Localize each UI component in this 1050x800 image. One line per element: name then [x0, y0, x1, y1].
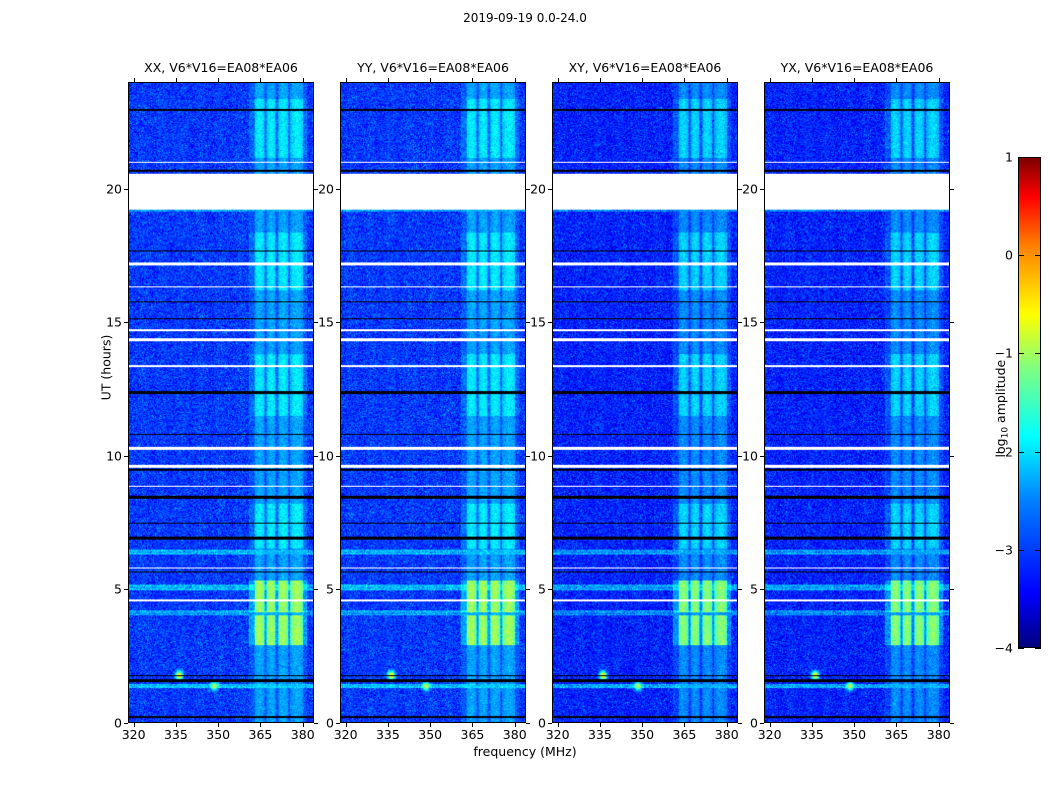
- ytick-label: 15: [106, 314, 122, 330]
- y-axis-label: UT (hours): [98, 334, 114, 401]
- ytick-label: 10: [106, 448, 122, 464]
- x-axis-label: frequency (MHz): [473, 744, 577, 759]
- xtick-labels-yy: 320 335 350 365 380: [334, 727, 527, 745]
- ytick-label: 10: [742, 448, 758, 464]
- xtick-label: 350: [418, 727, 443, 742]
- xtick-label: 380: [714, 727, 739, 742]
- ytick-label: 15: [742, 314, 758, 330]
- colorbar-tick-labels: −4 −3 −2 −1 0 1: [985, 150, 1013, 656]
- ytick-label: 10: [318, 448, 334, 464]
- colorbar-label: log10 amplitude: [993, 360, 1010, 458]
- xtick-label: 365: [672, 727, 697, 742]
- xtick-label: 320: [757, 727, 782, 742]
- colorbar[interactable]: [1018, 157, 1041, 648]
- panel-title-xx: XX, V6*V16=EA08*EA06: [144, 60, 298, 75]
- xtick-label: 335: [799, 727, 824, 742]
- ytick-label: 0: [114, 715, 122, 731]
- colorbar-tick-label: 0: [1005, 247, 1013, 263]
- xtick-label: 350: [630, 727, 655, 742]
- xtick-label: 365: [248, 727, 273, 742]
- xtick-labels-yx: 320 335 350 365 380: [758, 727, 951, 745]
- waterfall-image-yx: [765, 83, 949, 722]
- colorbar-tick-label: −2: [994, 444, 1013, 460]
- waterfall-panel-yy[interactable]: [340, 82, 526, 723]
- ytick-label: 5: [750, 581, 758, 597]
- colorbar-tick-label: −1: [994, 345, 1013, 361]
- ytick-label: 20: [742, 181, 758, 197]
- waterfall-image-yy: [341, 83, 525, 722]
- xtick-label: 350: [842, 727, 867, 742]
- ytick-label: 20: [530, 181, 546, 197]
- xtick-label: 350: [206, 727, 231, 742]
- colorbar-label-tail: amplitude: [993, 359, 1009, 427]
- xtick-label: 320: [545, 727, 570, 742]
- panel-title-xy: XY, V6*V16=EA08*EA06: [568, 60, 722, 75]
- colorbar-label-subscript: 10: [1000, 426, 1011, 439]
- xtick-label: 320: [121, 727, 146, 742]
- ytick-label: 5: [538, 581, 546, 597]
- xtick-label: 380: [926, 727, 951, 742]
- colorbar-tick-label: 1: [1005, 149, 1013, 165]
- ytick-labels-xy: 0 5 10 15 20: [520, 82, 546, 730]
- xtick-label: 335: [375, 727, 400, 742]
- ytick-label: 15: [318, 314, 334, 330]
- xtick-label: 380: [290, 727, 315, 742]
- waterfall-panel-xy[interactable]: [552, 82, 738, 723]
- panel-title-yy: YY, V6*V16=EA08*EA06: [357, 60, 509, 75]
- ytick-label: 0: [750, 715, 758, 731]
- xtick-label: 320: [333, 727, 358, 742]
- colorbar-label-text: log: [993, 438, 1009, 458]
- colorbar-tick-label: −3: [994, 542, 1013, 558]
- ytick-labels-xx: 0 5 10 15 20: [96, 82, 122, 730]
- figure-suptitle: 2019-09-19 0.0-24.0: [463, 11, 587, 25]
- ytick-label: 5: [114, 581, 122, 597]
- waterfall-panel-yx[interactable]: [764, 82, 950, 723]
- xtick-labels-xx: 320 335 350 365 380: [122, 727, 315, 745]
- ytick-label: 5: [326, 581, 334, 597]
- ytick-label: 0: [538, 715, 546, 731]
- xtick-label: 365: [884, 727, 909, 742]
- ytick-label: 10: [530, 448, 546, 464]
- waterfall-panel-xx[interactable]: [128, 82, 314, 723]
- ytick-labels-yx: 0 5 10 15 20: [732, 82, 758, 730]
- ytick-label: 15: [530, 314, 546, 330]
- xtick-label: 335: [163, 727, 188, 742]
- xtick-label: 380: [502, 727, 527, 742]
- xtick-label: 335: [587, 727, 612, 742]
- waterfall-image-xx: [129, 83, 313, 722]
- ytick-label: 0: [326, 715, 334, 731]
- colorbar-tick-label: −4: [994, 640, 1013, 656]
- ytick-label: 20: [106, 181, 122, 197]
- xtick-label: 365: [460, 727, 485, 742]
- panel-title-yx: YX, V6*V16=EA08*EA06: [780, 60, 934, 75]
- ytick-label: 20: [318, 181, 334, 197]
- ytick-labels-yy: 0 5 10 15 20: [308, 82, 334, 730]
- xtick-labels-xy: 320 335 350 365 380: [546, 727, 739, 745]
- waterfall-image-xy: [553, 83, 737, 722]
